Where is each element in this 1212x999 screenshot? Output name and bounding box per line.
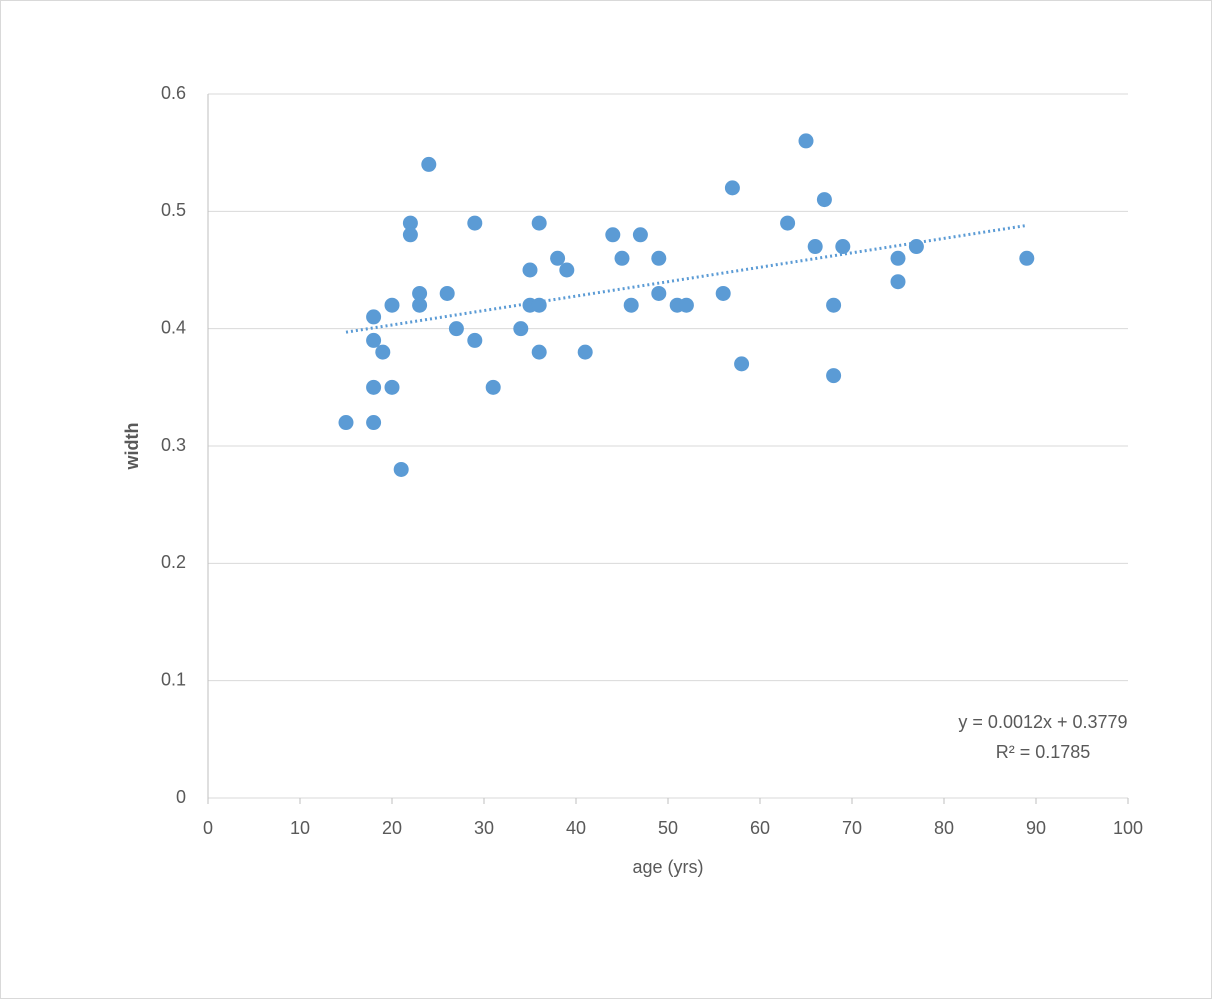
point <box>338 415 354 431</box>
point <box>559 262 575 278</box>
point <box>366 332 382 348</box>
y-tick-label: 0.5 <box>161 200 186 220</box>
point <box>816 192 832 208</box>
point <box>826 368 842 384</box>
point <box>448 321 464 337</box>
point <box>614 250 630 266</box>
point <box>798 133 814 149</box>
point <box>826 297 842 313</box>
point <box>467 332 483 348</box>
point <box>402 227 418 243</box>
point <box>577 344 593 360</box>
point <box>421 156 437 172</box>
y-tick-label: 0.3 <box>161 435 186 455</box>
point <box>531 297 547 313</box>
x-axis-title: age (yrs) <box>632 857 703 877</box>
point <box>835 239 851 255</box>
point <box>715 285 731 301</box>
point <box>384 379 400 395</box>
point <box>366 309 382 325</box>
point <box>375 344 391 360</box>
x-tick-label: 40 <box>566 818 586 838</box>
trendline-equation: y = 0.0012x + 0.3779 <box>958 712 1127 732</box>
y-tick-label: 0.1 <box>161 669 186 689</box>
point <box>890 274 906 290</box>
point <box>384 297 400 313</box>
point <box>1019 250 1035 266</box>
x-tick-label: 0 <box>203 818 213 838</box>
point <box>531 215 547 231</box>
trendline-r-squared: R² = 0.1785 <box>996 742 1091 762</box>
point <box>531 344 547 360</box>
point <box>366 415 382 431</box>
x-tick-label: 100 <box>1113 818 1143 838</box>
point <box>724 180 740 196</box>
point <box>623 297 639 313</box>
point <box>780 215 796 231</box>
x-tick-label: 10 <box>290 818 310 838</box>
x-tick-label: 20 <box>382 818 402 838</box>
point <box>651 250 667 266</box>
point <box>550 250 566 266</box>
point <box>467 215 483 231</box>
y-tick-label: 0.6 <box>161 83 186 103</box>
point <box>393 461 409 477</box>
y-tick-label: 0 <box>176 787 186 807</box>
x-tick-label: 90 <box>1026 818 1046 838</box>
point <box>485 379 501 395</box>
point <box>890 250 906 266</box>
point <box>439 285 455 301</box>
y-tick-label: 0.4 <box>161 317 186 337</box>
x-tick-label: 50 <box>658 818 678 838</box>
x-tick-label: 70 <box>842 818 862 838</box>
point <box>513 321 529 337</box>
point <box>605 227 621 243</box>
point <box>366 379 382 395</box>
point <box>678 297 694 313</box>
point <box>402 215 418 231</box>
y-tick-label: 0.2 <box>161 552 186 572</box>
point <box>651 285 667 301</box>
point <box>734 356 750 372</box>
x-tick-label: 60 <box>750 818 770 838</box>
x-tick-label: 80 <box>934 818 954 838</box>
point <box>807 239 823 255</box>
x-tick-label: 30 <box>474 818 494 838</box>
point <box>412 297 428 313</box>
point <box>908 239 924 255</box>
point <box>412 285 428 301</box>
y-axis-title: width <box>122 423 142 471</box>
point <box>632 227 648 243</box>
point <box>522 262 538 278</box>
